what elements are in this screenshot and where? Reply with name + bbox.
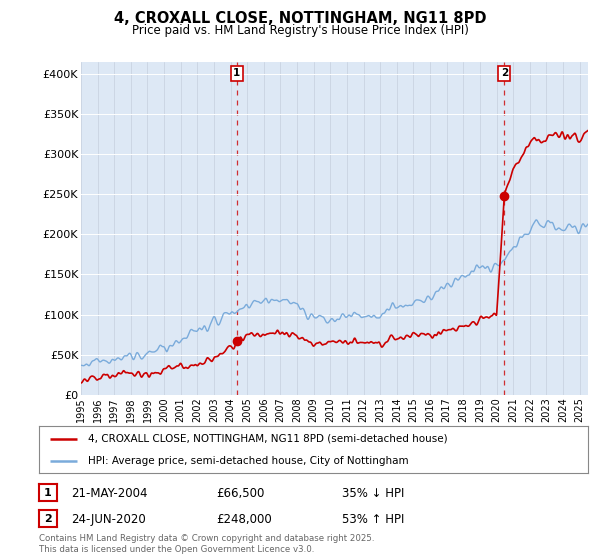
Text: £248,000: £248,000: [216, 512, 272, 526]
Text: 24-JUN-2020: 24-JUN-2020: [71, 512, 146, 526]
Text: 4, CROXALL CLOSE, NOTTINGHAM, NG11 8PD (semi-detached house): 4, CROXALL CLOSE, NOTTINGHAM, NG11 8PD (…: [88, 434, 448, 444]
Text: 1: 1: [233, 68, 241, 78]
Text: 53% ↑ HPI: 53% ↑ HPI: [342, 512, 404, 526]
Text: 35% ↓ HPI: 35% ↓ HPI: [342, 487, 404, 500]
Text: 2: 2: [44, 514, 52, 524]
Text: Contains HM Land Registry data © Crown copyright and database right 2025.
This d: Contains HM Land Registry data © Crown c…: [39, 534, 374, 554]
Text: HPI: Average price, semi-detached house, City of Nottingham: HPI: Average price, semi-detached house,…: [88, 456, 409, 466]
Text: 21-MAY-2004: 21-MAY-2004: [71, 487, 148, 500]
Text: 2: 2: [501, 68, 508, 78]
Text: £66,500: £66,500: [216, 487, 265, 500]
Text: 1: 1: [44, 488, 52, 498]
Text: 4, CROXALL CLOSE, NOTTINGHAM, NG11 8PD: 4, CROXALL CLOSE, NOTTINGHAM, NG11 8PD: [114, 11, 486, 26]
Text: Price paid vs. HM Land Registry's House Price Index (HPI): Price paid vs. HM Land Registry's House …: [131, 24, 469, 36]
